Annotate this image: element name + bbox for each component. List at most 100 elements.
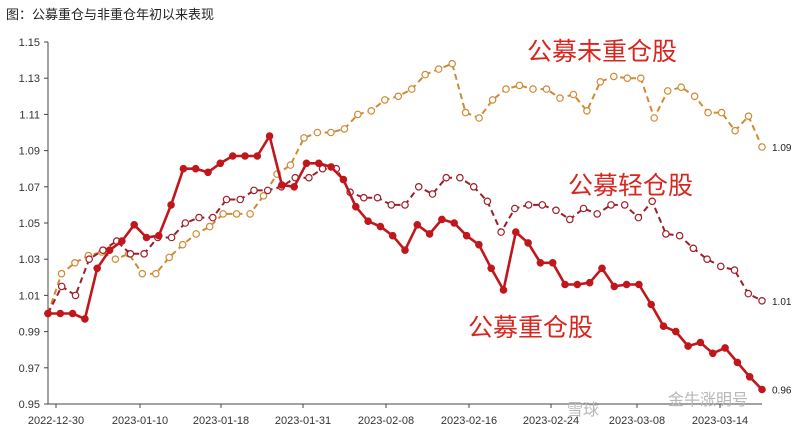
data-point <box>690 92 699 101</box>
data-point <box>717 108 726 117</box>
data-point <box>236 195 245 204</box>
data-point <box>302 159 311 168</box>
data-point <box>421 70 430 79</box>
data-point <box>561 280 569 289</box>
data-point <box>579 204 588 213</box>
data-point <box>407 85 416 93</box>
y-tick-label: 1.09 <box>19 146 40 158</box>
y-tick-label: 1.05 <box>19 218 40 230</box>
data-point <box>524 201 533 209</box>
data-point <box>636 74 645 83</box>
data-point <box>192 230 201 238</box>
data-point <box>610 282 619 291</box>
data-point <box>138 269 147 278</box>
end-value-label: 1.01 <box>772 297 792 308</box>
data-point <box>376 222 385 231</box>
data-point <box>425 230 434 238</box>
data-point <box>142 233 151 242</box>
data-point <box>68 309 77 318</box>
data-point <box>634 213 643 222</box>
data-point <box>469 183 478 191</box>
data-point <box>677 83 686 92</box>
data-point <box>573 280 582 289</box>
data-point <box>232 210 241 218</box>
data-point <box>167 201 175 209</box>
data-point <box>340 125 349 133</box>
data-point <box>502 85 510 93</box>
x-tick-label: 2023-03-14 <box>692 415 748 427</box>
data-point <box>744 112 753 121</box>
data-point <box>565 215 574 224</box>
data-point <box>696 338 705 347</box>
data-point <box>401 246 409 255</box>
y-tick-label: 0.95 <box>19 399 40 411</box>
data-point <box>442 173 451 182</box>
data-point <box>483 197 492 206</box>
data-point <box>246 210 254 218</box>
data-point <box>745 372 754 381</box>
data-point <box>708 349 717 358</box>
data-point <box>373 193 382 202</box>
data-point <box>209 213 217 222</box>
data-point <box>259 192 268 200</box>
data-point <box>758 143 766 151</box>
data-point <box>179 164 188 173</box>
y-tick-label: 1.13 <box>19 73 40 85</box>
data-point <box>413 221 422 229</box>
data-point <box>353 110 362 119</box>
series-annotation: 公募轻仓股 <box>568 171 693 200</box>
data-point <box>569 90 578 99</box>
data-point <box>394 92 403 101</box>
data-point <box>290 183 299 191</box>
data-point <box>529 85 537 93</box>
data-point <box>488 96 497 104</box>
data-point <box>609 72 618 81</box>
data-point <box>684 342 692 350</box>
data-point <box>499 286 508 294</box>
data-point <box>195 213 203 222</box>
data-point <box>414 183 423 191</box>
data-point <box>263 186 272 195</box>
data-point <box>99 246 107 255</box>
series-annotation: 公募重仓股 <box>468 313 593 342</box>
data-point <box>178 240 187 249</box>
data-point <box>204 168 212 177</box>
chart-axes: 0.95 0.97 0.99 1.01 1.03 1.05 1.07 1.09 1.11 1.13… <box>19 37 762 427</box>
data-point <box>758 385 766 394</box>
data-point <box>105 246 114 255</box>
data-point <box>598 264 606 273</box>
data-point <box>401 201 409 209</box>
data-point <box>71 258 79 267</box>
y-tick-label: 0.97 <box>19 363 40 375</box>
data-point <box>126 250 135 258</box>
chart-caption: 图：公募重仓与非重仓年初以来表现 <box>6 8 215 23</box>
data-point <box>536 258 545 267</box>
data-point <box>689 244 698 253</box>
data-point <box>542 85 551 93</box>
data-point <box>593 210 602 218</box>
data-point <box>367 107 376 115</box>
data-point <box>222 195 231 204</box>
data-point <box>314 159 323 168</box>
data-point <box>388 231 397 240</box>
data-point <box>438 215 446 224</box>
data-point <box>250 186 258 195</box>
data-point <box>548 258 557 267</box>
data-point <box>622 280 631 289</box>
data-point <box>511 228 520 236</box>
data-point <box>731 126 739 135</box>
data-point <box>278 181 286 189</box>
data-point <box>300 134 308 142</box>
data-point <box>140 250 148 258</box>
data-point <box>428 190 437 198</box>
data-point <box>56 309 65 318</box>
data-point <box>111 255 120 264</box>
data-point <box>487 264 496 273</box>
y-tick-label: 1.11 <box>19 109 40 121</box>
x-tick-label: 2023-02-16 <box>441 415 497 427</box>
data-point <box>635 280 643 289</box>
data-point <box>216 159 225 168</box>
data-point <box>515 81 524 90</box>
data-point <box>265 132 274 140</box>
series-2 <box>44 132 766 394</box>
